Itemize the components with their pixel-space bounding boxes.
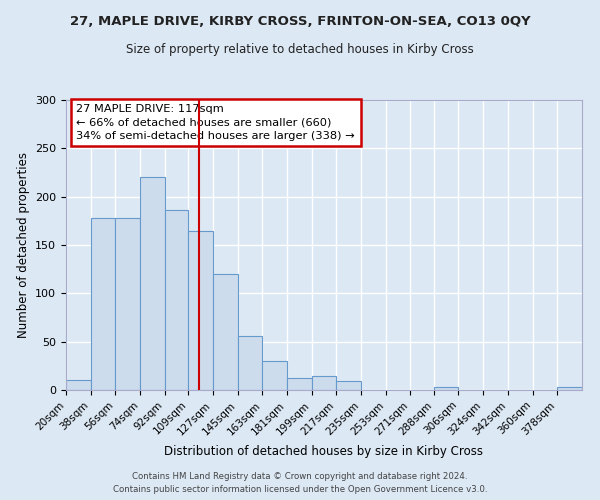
Bar [557,387,582,390]
Bar [262,361,287,390]
Bar [238,336,262,390]
Text: Contains HM Land Registry data © Crown copyright and database right 2024.: Contains HM Land Registry data © Crown c… [132,472,468,481]
Bar [434,387,458,390]
Text: 27 MAPLE DRIVE: 117sqm
← 66% of detached houses are smaller (660)
34% of semi-de: 27 MAPLE DRIVE: 117sqm ← 66% of detached… [76,104,355,141]
Y-axis label: Number of detached properties: Number of detached properties [17,152,29,338]
Bar [213,274,238,390]
Bar [115,218,140,390]
Text: Size of property relative to detached houses in Kirby Cross: Size of property relative to detached ho… [126,42,474,56]
Text: Contains public sector information licensed under the Open Government Licence v3: Contains public sector information licen… [113,485,487,494]
X-axis label: Distribution of detached houses by size in Kirby Cross: Distribution of detached houses by size … [164,445,484,458]
Bar [311,376,337,390]
Bar [287,378,311,390]
Text: 27, MAPLE DRIVE, KIRBY CROSS, FRINTON-ON-SEA, CO13 0QY: 27, MAPLE DRIVE, KIRBY CROSS, FRINTON-ON… [70,15,530,28]
Bar [337,382,361,390]
Bar [165,210,188,390]
Bar [66,380,91,390]
Bar [140,178,165,390]
Bar [91,218,115,390]
Bar [188,230,213,390]
